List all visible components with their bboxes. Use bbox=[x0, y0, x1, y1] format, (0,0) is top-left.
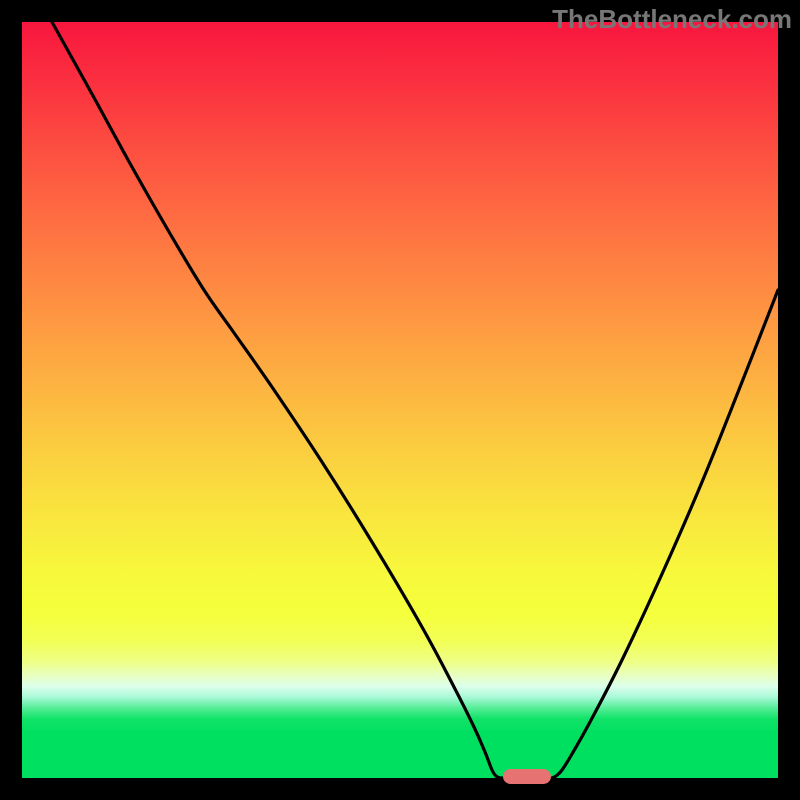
watermark-text: TheBottleneck.com bbox=[552, 4, 792, 35]
plot-area bbox=[22, 22, 778, 778]
optimal-marker bbox=[503, 769, 551, 784]
chart-frame: TheBottleneck.com bbox=[0, 0, 800, 800]
bottleneck-curve bbox=[22, 22, 778, 778]
